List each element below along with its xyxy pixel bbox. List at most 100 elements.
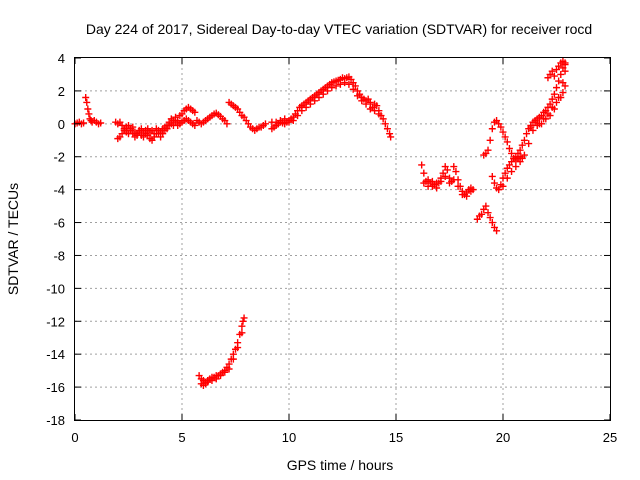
y-tick-label: -14 (46, 347, 65, 362)
data-point (281, 115, 289, 123)
data-point (495, 186, 503, 194)
data-point (420, 179, 428, 187)
y-tick-label: -4 (53, 183, 65, 198)
data-point (349, 85, 357, 93)
data-point (298, 107, 306, 115)
data-point (306, 100, 314, 108)
axis-ticks (74, 57, 611, 421)
data-point (561, 61, 569, 69)
data-point (428, 182, 436, 190)
data-point (285, 118, 293, 126)
data-point (272, 118, 280, 126)
data-point (208, 377, 216, 385)
data-point (512, 163, 520, 171)
data-point (518, 141, 526, 149)
data-point (223, 120, 231, 128)
data-point (336, 80, 344, 88)
data-point (229, 355, 237, 363)
data-point (482, 202, 490, 210)
data-point (289, 117, 297, 125)
data-point (454, 182, 462, 190)
data-point (386, 130, 394, 138)
grid (75, 58, 610, 420)
y-tick-label: -18 (46, 413, 65, 428)
data-point (486, 214, 494, 222)
data-point (557, 70, 565, 78)
data-point (516, 158, 524, 166)
data-point (358, 97, 366, 105)
data-points (71, 57, 569, 389)
data-point (523, 130, 531, 138)
data-point (503, 174, 511, 182)
data-point (443, 166, 451, 174)
data-point (544, 110, 552, 118)
data-point (191, 108, 199, 116)
data-point (85, 110, 93, 118)
data-point (520, 151, 528, 159)
data-point (497, 123, 505, 131)
data-point (450, 176, 458, 184)
data-point (452, 168, 460, 176)
data-point (315, 93, 323, 101)
data-point (561, 67, 569, 75)
data-point (366, 105, 374, 113)
data-point (387, 133, 395, 141)
data-point (490, 179, 498, 187)
y-tick-label: -6 (53, 216, 65, 231)
data-point (191, 121, 199, 129)
data-point (450, 163, 458, 171)
data-point (127, 125, 135, 133)
y-tick-label: -12 (46, 314, 65, 329)
y-tick-label: 4 (58, 51, 65, 66)
data-point (527, 123, 535, 131)
data-point (548, 95, 556, 103)
data-point (531, 118, 539, 126)
data-point (484, 146, 492, 154)
data-point (420, 169, 428, 177)
data-point (508, 149, 516, 157)
data-point (366, 98, 374, 106)
data-point (446, 179, 453, 187)
data-point (225, 365, 233, 373)
data-point (555, 77, 563, 85)
data-point (353, 92, 361, 100)
y-tick-label: 0 (58, 117, 65, 132)
data-point (493, 227, 501, 235)
data-point (550, 72, 558, 80)
data-point (238, 329, 246, 337)
data-point (212, 375, 220, 383)
data-point (328, 84, 336, 92)
x-tick-label: 0 (71, 430, 78, 445)
data-point (559, 89, 567, 97)
data-point (371, 107, 379, 115)
data-point (234, 344, 242, 352)
data-point (418, 161, 426, 169)
y-tick-label: -10 (46, 281, 65, 296)
data-point (516, 146, 524, 154)
data-point (311, 97, 319, 105)
x-tick-label: 20 (496, 430, 510, 445)
data-point (535, 120, 543, 128)
data-point (553, 98, 560, 106)
data-point (478, 210, 486, 218)
data-point (499, 182, 507, 190)
y-tick-label: -2 (53, 150, 65, 165)
data-point (525, 140, 533, 148)
x-axis-label: GPS time / hours (287, 457, 394, 473)
data-point (508, 168, 516, 176)
data-point (486, 136, 494, 144)
data-point (302, 103, 310, 111)
data-point (501, 133, 509, 141)
data-point (80, 119, 88, 127)
data-point (345, 80, 353, 88)
data-point (204, 378, 212, 386)
data-point (561, 82, 569, 90)
data-point (83, 98, 91, 106)
data-point (97, 119, 105, 127)
data-point (341, 79, 349, 87)
data-point (139, 133, 147, 141)
data-point (84, 105, 92, 113)
data-point (499, 128, 507, 136)
data-point (463, 192, 471, 200)
